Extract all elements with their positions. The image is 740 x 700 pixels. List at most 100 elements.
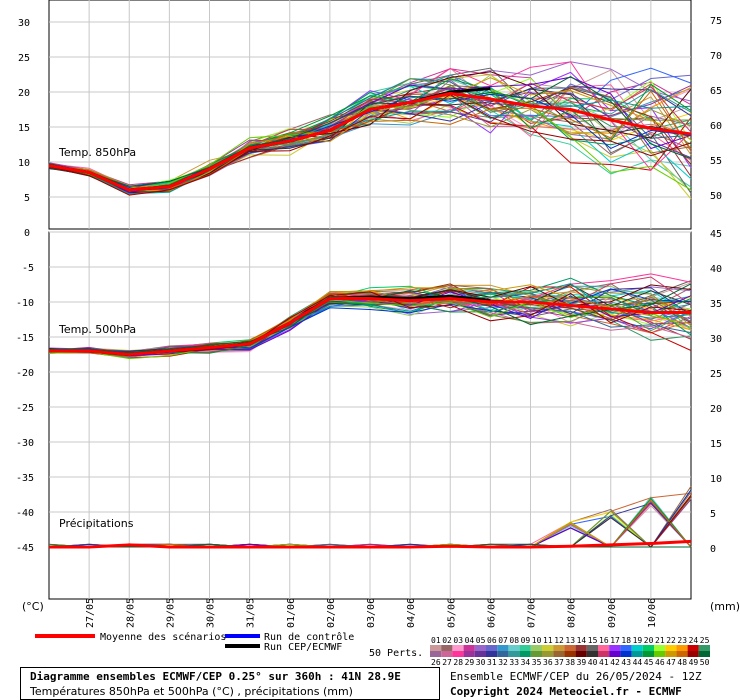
pert-swatch xyxy=(586,651,598,657)
x-tick-label: 02/06 xyxy=(326,598,337,628)
y-tick-right-500: 35 xyxy=(710,299,722,310)
pert-number: 38 xyxy=(565,658,575,667)
pert-swatch xyxy=(452,651,464,657)
mean-850-line xyxy=(48,91,692,192)
member-850-line xyxy=(48,77,692,192)
y-tick-left-850: 30 xyxy=(18,18,30,29)
pert-swatch xyxy=(642,645,654,651)
y-tick-right-500: 0 xyxy=(710,544,716,555)
y-tick-right-850: 65 xyxy=(710,86,722,97)
pert-swatch xyxy=(530,645,542,651)
pert-swatch xyxy=(687,651,699,657)
pert-number: 47 xyxy=(666,658,676,667)
pert-swatch xyxy=(463,651,475,657)
y-tick-left-500: -40 xyxy=(16,508,34,519)
pert-number: 12 xyxy=(554,636,564,645)
pert-swatch xyxy=(620,651,632,657)
y-tick-right-500: 10 xyxy=(710,474,722,485)
pert-number: 26 xyxy=(431,658,441,667)
x-tick-label: 10/06 xyxy=(647,598,658,628)
pert-swatch xyxy=(620,645,632,651)
y-tick-left-500: -5 xyxy=(22,263,34,274)
right-unit-label: (mm) xyxy=(710,600,740,613)
pert-number: 40 xyxy=(588,658,598,667)
axis-ticks: 27/05 28/05 29/05 30/05 31/05 01/06 02/06 03/06… xyxy=(16,16,722,628)
y-tick-right-850: 50 xyxy=(710,191,722,202)
pert-swatch xyxy=(508,651,520,657)
legend-control-label: Run de contrôle xyxy=(264,631,354,643)
pert-number: 41 xyxy=(599,658,609,667)
y-tick-right-850: 60 xyxy=(710,121,722,132)
mean-precip-line xyxy=(49,539,692,549)
pert-number: 36 xyxy=(543,658,553,667)
pert-swatch xyxy=(519,645,531,651)
pert-number: 08 xyxy=(509,636,519,645)
pert-swatch xyxy=(519,651,531,657)
pert-swatch xyxy=(497,645,509,651)
pert-number: 17 xyxy=(610,636,620,645)
legend-mean-label: Moyenne des scénarios xyxy=(100,631,226,643)
pert-swatch xyxy=(430,645,442,651)
y-tick-right-500: 20 xyxy=(710,404,722,415)
pert-swatch xyxy=(575,651,587,657)
pert-number: 13 xyxy=(565,636,575,645)
pert-swatch xyxy=(474,651,486,657)
x-tick-label: 29/05 xyxy=(165,598,176,628)
y-tick-right-500: 40 xyxy=(710,264,722,275)
x-tick-label: 09/06 xyxy=(607,598,618,628)
x-tick-label: 31/05 xyxy=(246,598,257,628)
footer-box: Diagramme ensembles ECMWF/CEP 0.25° sur … xyxy=(20,667,440,700)
y-tick-right-500: 30 xyxy=(710,334,722,345)
footer-title: Diagramme ensembles ECMWF/CEP 0.25° sur … xyxy=(30,670,401,683)
pert-swatch xyxy=(564,651,576,657)
pert-number: 01 xyxy=(431,636,441,645)
perturbation-swatches: 01 02 03 04 05 06 07 08 09 10 11 12 13 14 15 16 17 18 19 20… xyxy=(430,636,710,667)
pert-swatch xyxy=(575,645,587,651)
y-tick-left-500: -35 xyxy=(16,473,34,484)
pert-number: 05 xyxy=(476,636,486,645)
pert-swatch xyxy=(676,645,688,651)
pert-swatch xyxy=(586,645,598,651)
pert-number: 33 xyxy=(509,658,519,667)
x-tick-label: 06/06 xyxy=(486,598,497,628)
pert-swatch xyxy=(564,645,576,651)
pert-number: 35 xyxy=(532,658,542,667)
y-tick-left-850: 20 xyxy=(18,88,30,99)
member-500-line xyxy=(48,299,692,360)
pert-swatch xyxy=(441,645,453,651)
pert-number: 06 xyxy=(487,636,497,645)
pert-swatch xyxy=(542,645,554,651)
y-tick-right-850: 55 xyxy=(710,156,722,167)
x-tick-label: 30/05 xyxy=(206,598,217,628)
pert-number: 46 xyxy=(655,658,665,667)
pert-swatch xyxy=(430,651,442,657)
legend-oper-label: Run CEP/ECMWF xyxy=(264,642,342,653)
pert-swatch xyxy=(553,651,565,657)
pert-number: 15 xyxy=(588,636,598,645)
pert-number: 25 xyxy=(700,636,710,645)
pert-number: 11 xyxy=(543,636,553,645)
y-tick-right-850: 70 xyxy=(710,51,722,62)
pert-swatch xyxy=(486,645,498,651)
pert-number: 03 xyxy=(453,636,463,645)
pert-number: 23 xyxy=(677,636,687,645)
pert-number: 45 xyxy=(644,658,654,667)
pert-number: 07 xyxy=(498,636,508,645)
pert-number: 04 xyxy=(465,636,475,645)
y-tick-left-850: 0 xyxy=(24,228,30,239)
pert-swatch xyxy=(642,651,654,657)
pert-swatch xyxy=(486,651,498,657)
pert-number: 19 xyxy=(633,636,643,645)
member-850-line xyxy=(48,76,692,187)
y-tick-left-500: -45 xyxy=(16,543,34,554)
pert-swatch xyxy=(474,645,486,651)
pert-swatch xyxy=(598,645,610,651)
panel-label-850: Temp. 850hPa xyxy=(58,146,136,159)
x-tick-label: 07/06 xyxy=(527,598,538,628)
pert-swatch xyxy=(530,651,542,657)
x-tick-label: 04/06 xyxy=(406,598,417,628)
pert-number: 44 xyxy=(633,658,643,667)
pert-swatch xyxy=(631,651,643,657)
run-info: Ensemble ECMWF/CEP du 26/05/2024 - 12Z xyxy=(450,670,702,683)
